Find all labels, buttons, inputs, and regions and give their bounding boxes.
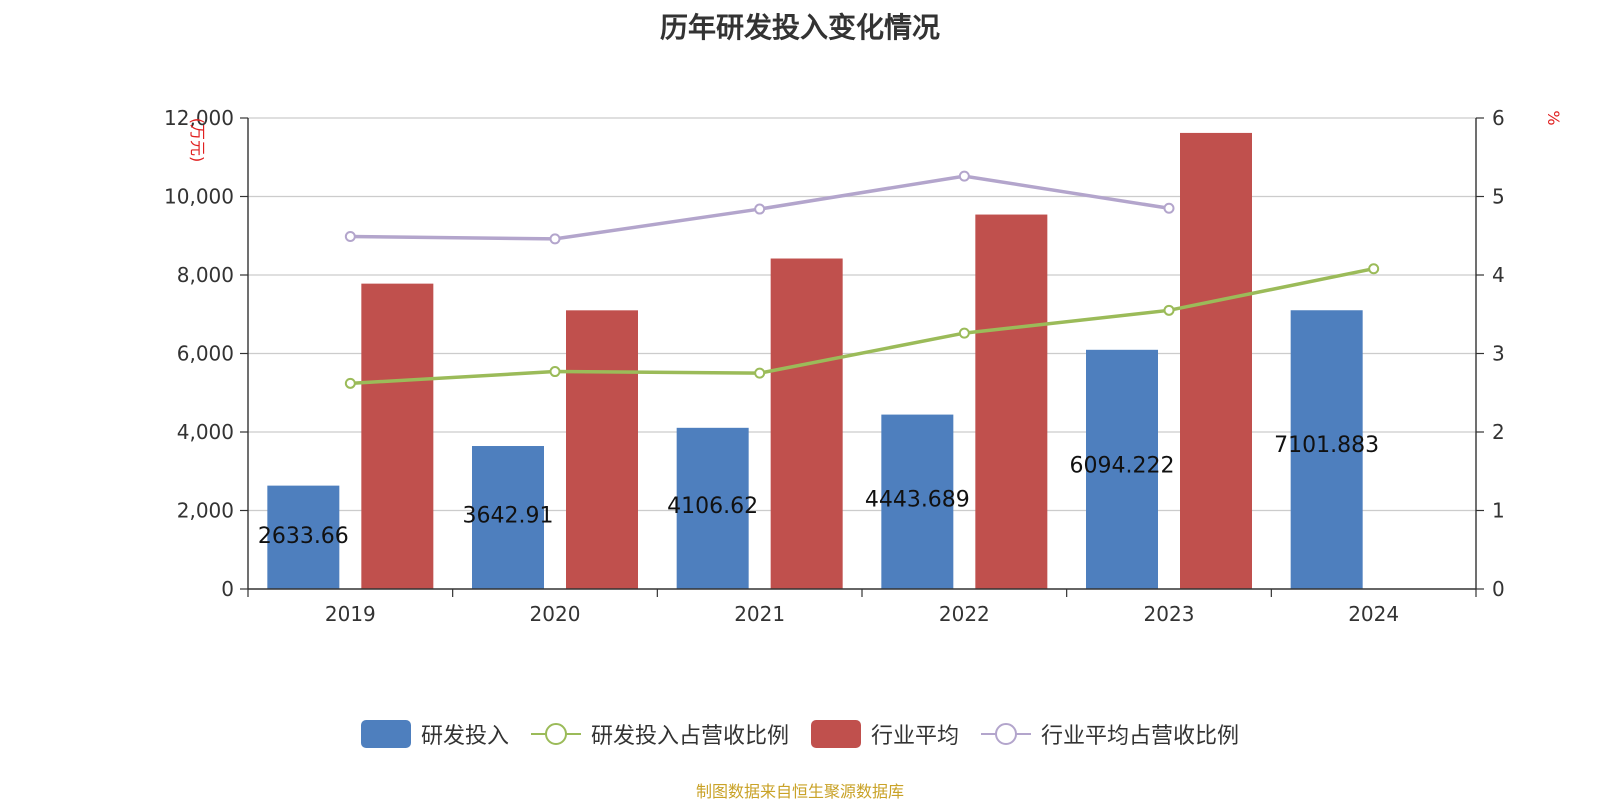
legend-label: 研发投入占营收比例 [590,724,789,749]
x-tick-label: 2023 [1144,602,1195,626]
y-right-tick-label: 2 [1492,420,1505,444]
legend-item[interactable]: 行业平均占营收比例 [981,718,1239,750]
y-right-tick-label: 3 [1492,342,1505,366]
y-left-tick-label: 4,000 [177,420,234,444]
bar-value-label: 6094.222 [1070,454,1175,479]
bar-industry [770,258,843,589]
legend-label: 行业平均 [871,724,960,749]
legend-swatch [811,720,861,748]
x-tick-label: 2020 [530,602,581,626]
y-left-tick-label: 2,000 [177,499,234,523]
line-point [958,170,970,182]
chart-title: 历年研发投入变化情况 [659,11,940,44]
value-labels: 2633.66 3642.91 4106.62 4443.689 6094.222 710… [258,433,1379,549]
bar-value-label: 2633.66 [258,524,349,549]
y-left-tick-label: 10,000 [164,185,234,209]
legend-item[interactable]: 研发投入占营收比例 [530,718,789,750]
bar-industry [566,310,638,589]
legend-item[interactable]: 研发投入 [360,718,509,750]
bar-industry [361,283,434,589]
x-tick-label: 2024 [1348,602,1399,626]
bar-value-label: 3642.91 [463,504,554,529]
bar-rd [267,485,340,589]
line-point [1163,304,1175,316]
bar-industry [975,214,1048,589]
y-right-tick-label: 5 [1492,185,1505,209]
bar-industry [1180,132,1252,590]
bar-value-label: 4443.689 [865,487,970,512]
x-tick-label: 2022 [939,602,990,626]
legend-swatch [360,720,411,748]
y-right-tick-label: 6 [1492,106,1505,130]
bar-value-label: 7101.883 [1274,433,1379,458]
source-note: 制图数据来自恒生聚源数据库 [695,782,904,801]
y-left-tick-label: 0 [221,577,234,601]
line-point [344,377,356,389]
line-point [1163,202,1175,214]
y-left-unit: (万元) [188,118,207,163]
x-tick-label: 2019 [325,602,376,626]
y-right-unit: % [1544,110,1563,125]
bar-rd [881,414,954,589]
line-point [549,366,561,378]
bar-rd [1290,310,1363,589]
series-line [350,267,1375,386]
x-tick-label: 2021 [734,602,785,626]
legend-swatch [981,723,1032,745]
legend-item[interactable]: 行业平均 [811,718,959,750]
line-point [958,327,970,339]
y-right-tick-label: 4 [1492,263,1505,287]
y-right-tick-label: 1 [1492,499,1505,523]
bar-rd [676,427,749,589]
legend-label: 行业平均占营收比例 [1041,724,1240,749]
legend-label: 研发投入 [420,724,509,749]
y-left-tick-label: 8,000 [177,263,234,287]
y-right-tick-label: 0 [1492,577,1505,601]
chart-plot: 0 2,000 4,000 6,000 8,000 10,000 12,000 0 1 2 3 4 5 6… [164,106,1563,626]
y-left-tick-label: 12,000 [164,106,234,130]
axes: 0 2,000 4,000 6,000 8,000 10,000 12,000 0 1 2 3 4 5 6… [164,106,1563,626]
legend: 研发投入 研发投入占营收比例 行业平均 行业平均占营收比例 [0,718,1600,750]
legend-swatch [530,723,581,745]
line-point [549,233,561,245]
line-point [754,203,766,215]
bar-rd [1086,349,1158,589]
bar-value-label: 4106.62 [667,494,758,519]
line-point [1368,263,1380,275]
y-left-tick-label: 6,000 [177,342,234,366]
line-point [754,367,766,379]
bar-rd [472,446,544,589]
lines [344,170,1380,389]
bars [267,132,1363,590]
line-point [344,231,356,243]
